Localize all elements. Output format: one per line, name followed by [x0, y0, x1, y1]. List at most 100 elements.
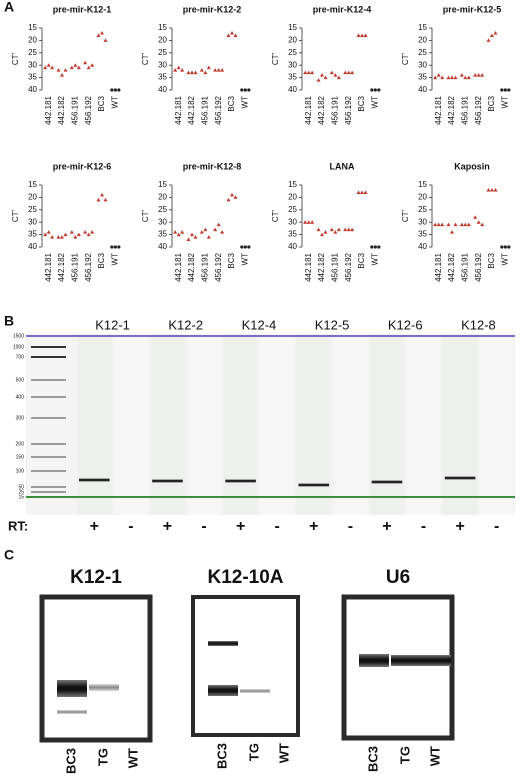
data-point — [190, 232, 194, 237]
product-band — [152, 479, 183, 483]
y-tick-label: 25 — [288, 48, 297, 57]
y-tick-label: 25 — [158, 48, 167, 57]
y-tick-label: 20 — [418, 193, 427, 202]
data-point — [459, 222, 464, 227]
data-point — [233, 195, 238, 199]
x-tick-label: WT — [500, 96, 509, 109]
x-tick-label: WT — [370, 96, 379, 109]
ladder-label: 150 — [16, 454, 25, 460]
data-point — [110, 245, 114, 249]
data-point — [463, 222, 468, 227]
blot-band — [208, 685, 238, 696]
blot-band — [391, 655, 421, 666]
y-tick-label: 35 — [158, 73, 167, 82]
data-point — [320, 73, 324, 77]
y-tick-label: 15 — [288, 180, 297, 189]
data-point — [90, 230, 95, 234]
ladder-label: 100 — [16, 468, 25, 474]
data-point — [370, 245, 374, 249]
y-tick-label: 40 — [28, 85, 37, 94]
data-point — [377, 88, 381, 92]
data-point — [507, 245, 511, 249]
rt-sign: - — [201, 518, 206, 535]
x-tick-label: 442.181 — [44, 252, 53, 281]
data-point — [473, 215, 478, 219]
lane-label: K12-4 — [242, 317, 277, 332]
blot-lane-label: BC3 — [63, 748, 78, 774]
gel-lane — [406, 334, 441, 515]
blot-lane-label: TG — [246, 743, 261, 761]
data-point — [203, 227, 208, 232]
y-tick-label: 35 — [28, 230, 37, 239]
panel-label: A — [4, 0, 14, 15]
data-point — [199, 68, 204, 72]
data-point — [43, 65, 48, 70]
data-point — [247, 88, 251, 92]
data-point — [333, 73, 338, 77]
rt-sign: + — [309, 518, 318, 535]
data-point — [226, 197, 231, 202]
product-band — [79, 478, 110, 482]
x-tick-label: 442.182 — [447, 95, 456, 124]
data-point — [193, 70, 198, 75]
y-tick-label: 40 — [288, 242, 297, 251]
x-tick-label: 442.182 — [187, 95, 196, 124]
data-point — [230, 30, 234, 35]
y-tick-label: 40 — [288, 85, 297, 94]
data-point — [463, 75, 468, 80]
data-point — [503, 245, 507, 249]
y-tick-label: 20 — [28, 193, 37, 202]
y-tick-label: 30 — [158, 217, 167, 226]
data-point — [117, 245, 121, 249]
data-point — [103, 197, 108, 202]
data-point — [206, 65, 211, 70]
data-point — [113, 245, 117, 249]
x-tick-label: 456.192 — [214, 95, 223, 124]
data-point — [360, 190, 364, 194]
x-tick-label: 442.182 — [187, 252, 196, 281]
rt-sign: - — [275, 518, 280, 535]
data-point — [490, 33, 494, 37]
x-tick-label: 442.181 — [304, 95, 313, 124]
rt-sign: + — [236, 518, 245, 535]
data-point — [350, 70, 355, 75]
rt-sign: - — [348, 518, 353, 535]
data-point — [226, 33, 231, 37]
y-tick-label: 40 — [418, 85, 427, 94]
data-point — [373, 245, 377, 249]
data-point — [486, 187, 491, 192]
blot-frame — [191, 595, 300, 737]
x-tick-label: 456.191 — [460, 252, 469, 281]
x-tick-label: WT — [110, 96, 119, 109]
data-point — [310, 70, 315, 75]
x-tick-label: BC3 — [97, 252, 106, 268]
data-point — [176, 65, 181, 70]
x-tick-label: 456.191 — [330, 95, 339, 124]
chart-title: pre-mir-K12-2 — [183, 4, 242, 14]
data-point — [306, 220, 311, 224]
y-axis-label: CT' — [141, 52, 150, 65]
data-point — [336, 227, 341, 232]
data-point — [69, 230, 74, 234]
x-tick-label: BC3 — [357, 95, 366, 111]
panel-label: C — [4, 547, 14, 563]
data-point — [500, 245, 504, 249]
x-tick-label: BC3 — [487, 252, 496, 268]
data-point — [316, 227, 321, 232]
data-point — [476, 73, 481, 77]
y-tick-label: 15 — [288, 23, 297, 32]
y-tick-label: 30 — [418, 60, 427, 69]
data-point — [73, 63, 78, 67]
x-tick-label: BC3 — [487, 95, 496, 111]
data-point — [76, 65, 81, 70]
blot-lane-label: BC3 — [365, 746, 380, 772]
data-point — [473, 73, 478, 77]
y-axis-label: CT' — [401, 209, 410, 222]
data-point — [103, 38, 108, 42]
y-tick-label: 20 — [158, 193, 167, 202]
x-tick-label: 442.181 — [44, 95, 53, 124]
blot-lane-label: WT — [125, 748, 140, 768]
blot-lane-label: WT — [427, 746, 442, 766]
rt-sign: + — [382, 518, 391, 535]
